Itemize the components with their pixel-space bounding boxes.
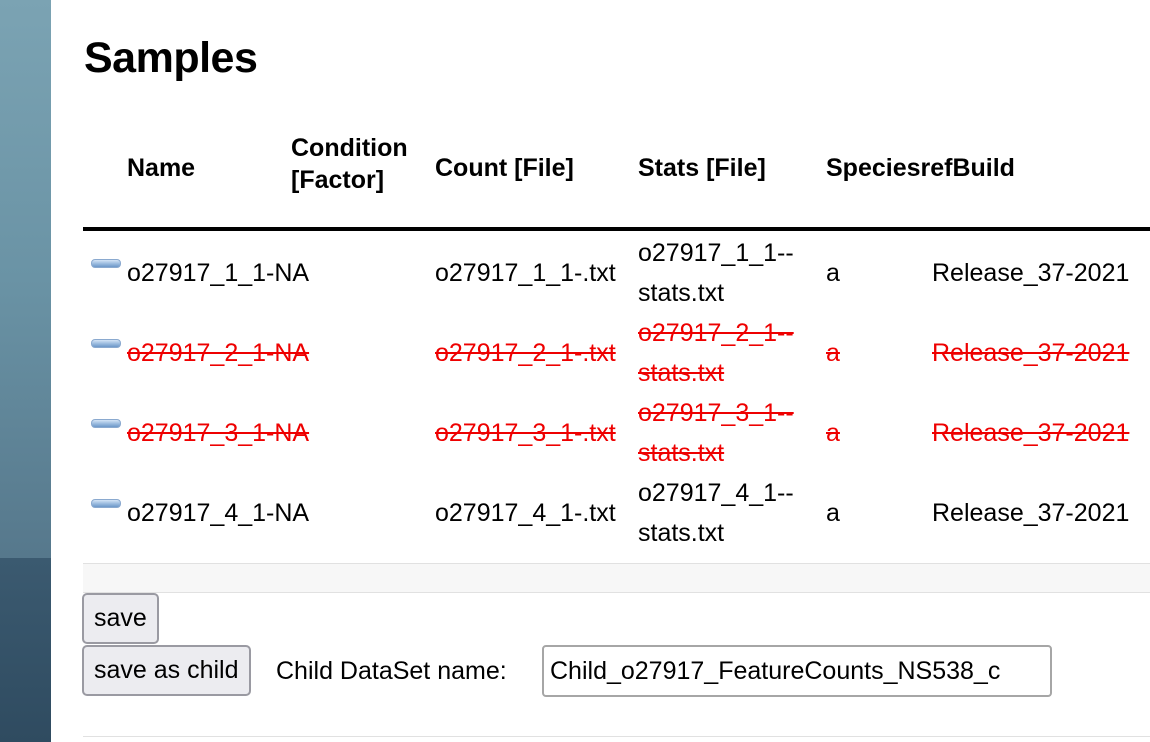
cell-name: o27917_2_1-NA bbox=[127, 339, 310, 367]
header-stats[interactable]: Stats [File] bbox=[638, 154, 766, 182]
cell-stats-file-line1: o27917_3_1-- bbox=[638, 399, 794, 427]
table-row: o27917_4_1-NA o27917_4_1-.txt o27917_4_1… bbox=[83, 473, 1150, 553]
cell-stats-file-line1: o27917_2_1-- bbox=[638, 319, 794, 347]
header-divider bbox=[83, 227, 1150, 231]
cell-count-file: o27917_2_1-.txt bbox=[435, 339, 616, 367]
cell-species: a bbox=[826, 259, 840, 287]
child-dataset-name-input[interactable] bbox=[542, 645, 1052, 697]
cell-stats-file-line2: stats.txt bbox=[638, 439, 725, 467]
table-row: o27917_3_1-NA o27917_3_1-.txt o27917_3_1… bbox=[83, 393, 1150, 473]
cell-species: a bbox=[826, 499, 840, 527]
cell-stats-file-line2: stats.txt bbox=[638, 519, 725, 547]
header-species-refbuild[interactable]: SpeciesrefBuild bbox=[826, 154, 1015, 182]
save-as-child-button[interactable]: save as child bbox=[82, 645, 251, 696]
header-name[interactable]: Name bbox=[127, 154, 196, 182]
cell-count-file: o27917_3_1-.txt bbox=[435, 419, 616, 447]
cell-stats-file-line1: o27917_1_1-- bbox=[638, 239, 794, 267]
save-button[interactable]: save bbox=[82, 593, 159, 644]
minus-icon[interactable] bbox=[91, 259, 121, 268]
table-row: o27917_1_1-NA o27917_1_1-.txt o27917_1_1… bbox=[83, 233, 1150, 313]
cell-stats-file-line1: o27917_4_1-- bbox=[638, 479, 794, 507]
table-row: o27917_2_1-NA o27917_2_1-.txt o27917_2_1… bbox=[83, 313, 1150, 393]
cell-count-file: o27917_1_1-.txt bbox=[435, 259, 616, 287]
header-condition-line2: [Factor] bbox=[291, 166, 385, 194]
header-condition[interactable]: Condition [Factor] bbox=[291, 133, 408, 195]
minus-icon[interactable] bbox=[91, 499, 121, 508]
minus-icon[interactable] bbox=[91, 339, 121, 348]
cell-stats-file-line2: stats.txt bbox=[638, 279, 725, 307]
sidebar-panel-lower bbox=[0, 558, 51, 742]
cell-refbuild: Release_37-2021 bbox=[932, 419, 1130, 447]
cell-refbuild: Release_37-2021 bbox=[932, 339, 1130, 367]
bottom-divider bbox=[83, 736, 1150, 737]
table-footer bbox=[83, 563, 1150, 593]
cell-species: a bbox=[826, 419, 840, 447]
cell-name: o27917_1_1-NA bbox=[127, 259, 310, 287]
cell-refbuild: Release_37-2021 bbox=[932, 259, 1130, 287]
header-condition-line1: Condition bbox=[291, 134, 408, 162]
sidebar-panel bbox=[0, 0, 51, 558]
cell-name: o27917_3_1-NA bbox=[127, 419, 310, 447]
header-count[interactable]: Count [File] bbox=[435, 154, 574, 182]
cell-refbuild: Release_37-2021 bbox=[932, 499, 1130, 527]
cell-name: o27917_4_1-NA bbox=[127, 499, 310, 527]
minus-icon[interactable] bbox=[91, 419, 121, 428]
cell-count-file: o27917_4_1-.txt bbox=[435, 499, 616, 527]
page-title: Samples bbox=[84, 34, 258, 82]
child-dataset-name-label: Child DataSet name: bbox=[276, 657, 507, 685]
cell-stats-file-line2: stats.txt bbox=[638, 359, 725, 387]
cell-species: a bbox=[826, 339, 840, 367]
